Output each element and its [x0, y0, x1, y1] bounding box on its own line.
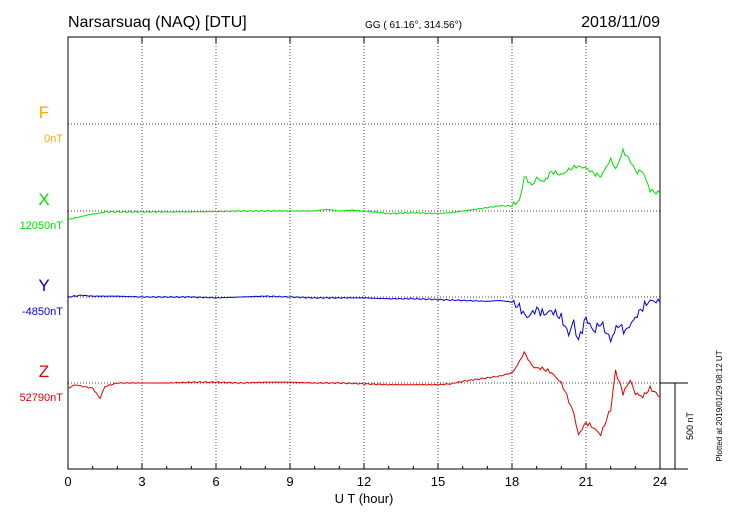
x-axis-title: U T (hour)	[335, 491, 394, 506]
grid	[68, 37, 660, 469]
scale-bar-label: 500 nT	[685, 411, 695, 440]
series-line-x	[67, 147, 661, 221]
x-tick-label: 18	[505, 474, 519, 489]
chart-date: 2018/11/09	[581, 14, 660, 31]
scale-bar: 500 nT	[660, 382, 695, 470]
component-letter-x: X	[38, 190, 49, 209]
station-coordinates: GG ( 61.16°, 314.56°)	[365, 20, 462, 31]
component-baseline-y: -4850nT	[22, 306, 63, 318]
x-tick-label: 9	[286, 474, 293, 489]
x-tick-label: 6	[212, 474, 219, 489]
series-lines	[67, 147, 661, 437]
x-tick-label: 21	[579, 474, 593, 489]
component-letter-f: F	[39, 103, 49, 122]
component-baseline-x: 12050nT	[20, 220, 64, 232]
station-title: Narsarsuaq (NAQ) [DTU]	[68, 14, 247, 31]
component-letter-z: Z	[39, 362, 49, 381]
plotted-timestamp: Plotted at 2019/01/29 08:12 UT	[715, 350, 724, 461]
x-tick-label: 3	[138, 474, 145, 489]
x-tick-label: 24	[653, 474, 667, 489]
component-letter-y: Y	[38, 276, 49, 295]
component-baseline-f: 0nT	[44, 133, 63, 145]
series-line-z	[67, 350, 661, 437]
x-axis-ticks: 0 3 6 9 12 15 18 21 24	[64, 37, 667, 489]
series-line-y	[67, 294, 661, 344]
x-tick-label: 12	[357, 474, 371, 489]
component-labels: F 0nT X 12050nT Y -4850nT Z 52790nT	[20, 103, 64, 404]
component-baseline-z: 52790nT	[20, 392, 64, 404]
x-tick-label: 15	[431, 474, 445, 489]
x-tick-label: 0	[64, 474, 71, 489]
